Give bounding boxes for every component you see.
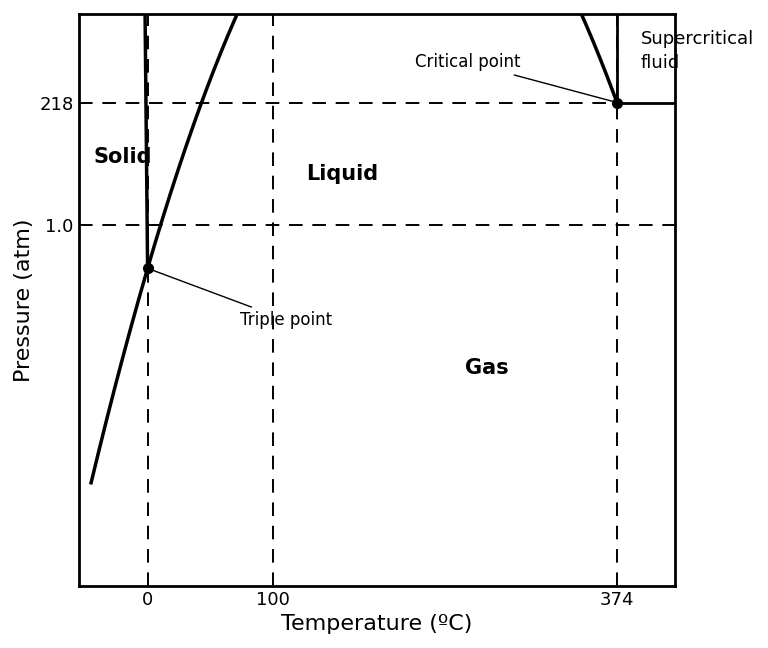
Text: Liquid: Liquid: [306, 164, 378, 184]
Text: Critical point: Critical point: [415, 54, 614, 102]
X-axis label: Temperature (ºC): Temperature (ºC): [281, 614, 472, 634]
Y-axis label: Pressure (atm): Pressure (atm): [14, 218, 34, 382]
Bar: [617, 14, 675, 102]
Text: Gas: Gas: [465, 358, 508, 378]
Text: Supercritical
fluid: Supercritical fluid: [641, 30, 754, 72]
Text: Triple point: Triple point: [151, 270, 332, 329]
Text: Solid: Solid: [93, 147, 152, 167]
